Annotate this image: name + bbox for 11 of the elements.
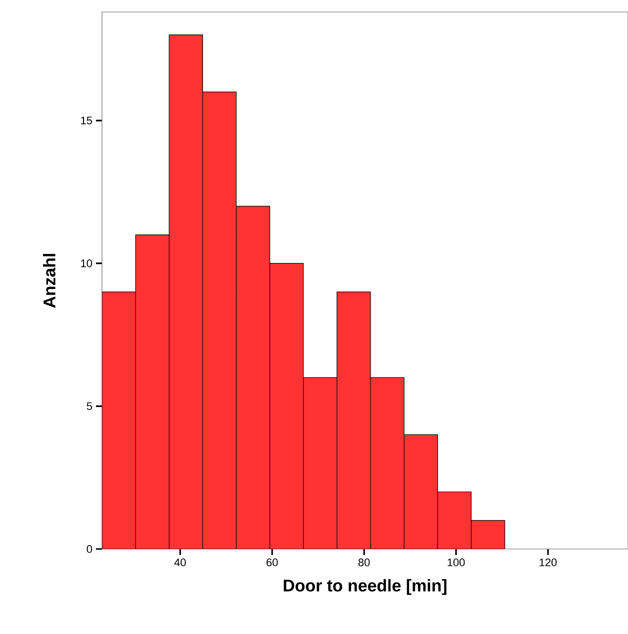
- x-axis-title: Door to needle [min]: [284, 579, 446, 595]
- y-tick-label: 15: [81, 116, 92, 124]
- x-tick-label: 40: [174, 558, 186, 566]
- y-tick-label: 0: [86, 545, 92, 553]
- y-axis-title: Anzahl: [43, 254, 56, 308]
- x-tick-label: 100: [448, 558, 465, 566]
- x-tick-label: 60: [266, 558, 278, 566]
- x-tick-label: 80: [358, 558, 370, 566]
- x-tick-label: 120: [540, 558, 557, 566]
- y-tick-label: 5: [86, 402, 92, 410]
- y-tick-label: 10: [81, 259, 92, 268]
